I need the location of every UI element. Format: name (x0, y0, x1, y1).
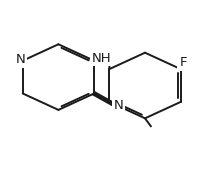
Text: N: N (114, 99, 123, 112)
Text: F: F (180, 56, 187, 69)
Text: N: N (15, 53, 25, 66)
Text: NH: NH (92, 52, 111, 65)
